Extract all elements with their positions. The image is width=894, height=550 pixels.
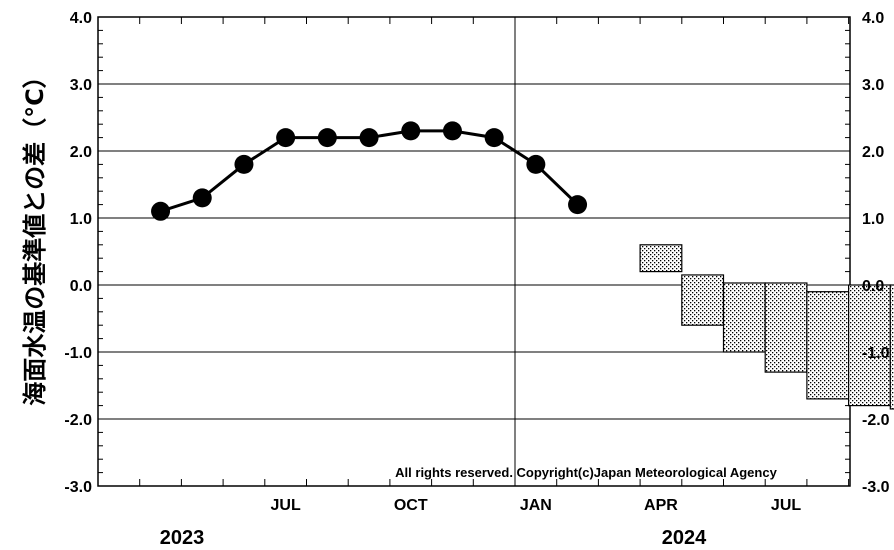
y-tick-label-right: 2.0 <box>862 144 884 161</box>
y-axis-label: 海面水温の基準値との差（°C） <box>21 64 49 405</box>
forecast-range-box <box>681 274 725 326</box>
plot-border <box>97 16 851 487</box>
forecast-range-box <box>722 282 766 353</box>
y-tick-label-right: 4.0 <box>862 10 884 27</box>
data-point <box>484 128 504 148</box>
data-point <box>526 154 546 174</box>
data-point <box>359 128 379 148</box>
x-tick-label: APR <box>644 497 678 514</box>
year-label: 2023 <box>160 527 205 549</box>
plot-frame <box>97 16 851 487</box>
y-tick-label-right: -3.0 <box>862 479 890 496</box>
y-tick-label-left: -2.0 <box>64 412 92 429</box>
forecast-range-box <box>889 284 894 410</box>
y-tick-label-left: -1.0 <box>64 345 92 362</box>
y-tick-label-left: 3.0 <box>70 77 92 94</box>
forecast-range-boxes <box>639 244 894 410</box>
data-point <box>401 121 421 141</box>
y-tick-label-right: -2.0 <box>862 412 890 429</box>
data-point <box>317 128 337 148</box>
data-point <box>442 121 462 141</box>
data-point <box>234 154 254 174</box>
forecast-range-box <box>806 291 850 400</box>
x-tick-label: JUL <box>771 497 801 514</box>
forecast-range-box <box>764 282 808 373</box>
y-tick-label-left: 4.0 <box>70 10 92 27</box>
y-tick-label-left: -3.0 <box>64 479 92 496</box>
y-tick-label-right: 3.0 <box>862 77 884 94</box>
year-label: 2024 <box>662 527 707 549</box>
y-tick-label-right: 1.0 <box>862 211 884 228</box>
data-point <box>568 195 588 215</box>
copyright-notice: All rights reserved. Copyright(c)Japan M… <box>395 465 777 480</box>
forecast-range-box <box>639 244 683 273</box>
y-tick-label-right: 0.0 <box>862 278 884 295</box>
data-point <box>192 188 212 208</box>
data-point <box>276 128 296 148</box>
axis-labels: 4.0 4.0 3.0 3.0 2.0 2.0 1.0 1.0 0.0 0.0 -1.0 -1.0 -2… <box>64 10 890 549</box>
data-point <box>151 201 171 221</box>
x-tick-label: JAN <box>520 497 552 514</box>
x-tick-label: JUL <box>271 497 301 514</box>
x-tick-label: OCT <box>394 497 428 514</box>
y-tick-label-right: -1.0 <box>862 345 890 362</box>
observed-line <box>151 121 588 221</box>
y-tick-label-left: 2.0 <box>70 144 92 161</box>
y-tick-label-left: 0.0 <box>70 278 92 295</box>
y-tick-label-left: 1.0 <box>70 211 92 228</box>
grid <box>98 16 850 487</box>
